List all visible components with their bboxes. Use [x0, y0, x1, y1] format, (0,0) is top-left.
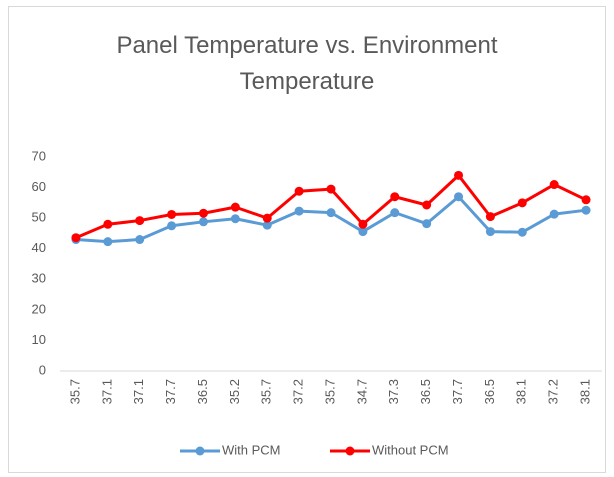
- x-tick-label: 38.1: [577, 379, 592, 404]
- data-point: [326, 184, 336, 194]
- x-tick-label: 35.2: [227, 379, 242, 404]
- data-point: [454, 192, 464, 202]
- data-point: [326, 208, 336, 218]
- data-point: [294, 186, 304, 196]
- data-point: [71, 233, 81, 243]
- data-point: [167, 221, 177, 231]
- x-tick-label: 38.1: [514, 379, 529, 404]
- data-point: [198, 208, 208, 218]
- data-point: [581, 205, 591, 215]
- data-point: [262, 213, 272, 223]
- x-tick-label: 35.7: [259, 379, 274, 404]
- data-point: [358, 219, 368, 229]
- x-tick-label: 36.5: [418, 379, 433, 404]
- data-point: [103, 237, 113, 247]
- y-tick-label: 30: [32, 271, 46, 286]
- data-point: [294, 206, 304, 216]
- x-tick-label: 36.5: [482, 379, 497, 404]
- chart-border: [8, 6, 606, 473]
- x-tick-label: 37.7: [450, 379, 465, 404]
- y-tick-label: 70: [32, 148, 46, 163]
- legend-marker: [345, 446, 355, 456]
- data-point: [167, 209, 177, 219]
- data-point: [230, 214, 240, 224]
- x-tick-label: 37.3: [386, 379, 401, 404]
- data-point: [230, 202, 240, 212]
- data-point: [485, 227, 495, 237]
- data-point: [198, 217, 208, 227]
- data-point: [581, 195, 591, 205]
- data-point: [485, 212, 495, 222]
- x-tick-label: 37.2: [291, 379, 306, 404]
- data-point: [517, 227, 527, 237]
- data-point: [103, 219, 113, 229]
- data-point: [422, 219, 432, 229]
- x-tick-label: 36.5: [195, 379, 210, 404]
- y-tick-label: 0: [39, 362, 46, 377]
- data-point: [517, 198, 527, 208]
- legend-marker: [195, 446, 205, 456]
- legend-label: With PCM: [222, 442, 281, 457]
- data-point: [549, 180, 559, 190]
- x-tick-label: 37.2: [546, 379, 561, 404]
- y-tick-label: 60: [32, 179, 46, 194]
- x-tick-label: 37.7: [163, 379, 178, 404]
- data-point: [358, 227, 368, 237]
- x-tick-label: 37.1: [131, 379, 146, 404]
- chart-title: Panel Temperature vs. Environment Temper…: [116, 32, 498, 95]
- data-point: [262, 220, 272, 230]
- y-tick-label: 40: [32, 240, 46, 255]
- data-point: [135, 235, 145, 245]
- x-tick-label: 37.1: [99, 379, 114, 404]
- y-tick-label: 20: [32, 301, 46, 316]
- x-tick-label: 35.7: [67, 379, 82, 404]
- data-point: [390, 208, 400, 218]
- data-point: [549, 209, 559, 219]
- data-point: [454, 170, 464, 180]
- data-point: [390, 192, 400, 202]
- x-tick-label: 35.7: [322, 379, 337, 404]
- legend-label: Without PCM: [372, 442, 449, 457]
- x-tick-label: 34.7: [354, 379, 369, 404]
- y-tick-label: 50: [32, 210, 46, 225]
- y-tick-label: 10: [32, 332, 46, 347]
- data-point: [135, 216, 145, 226]
- data-point: [422, 200, 432, 210]
